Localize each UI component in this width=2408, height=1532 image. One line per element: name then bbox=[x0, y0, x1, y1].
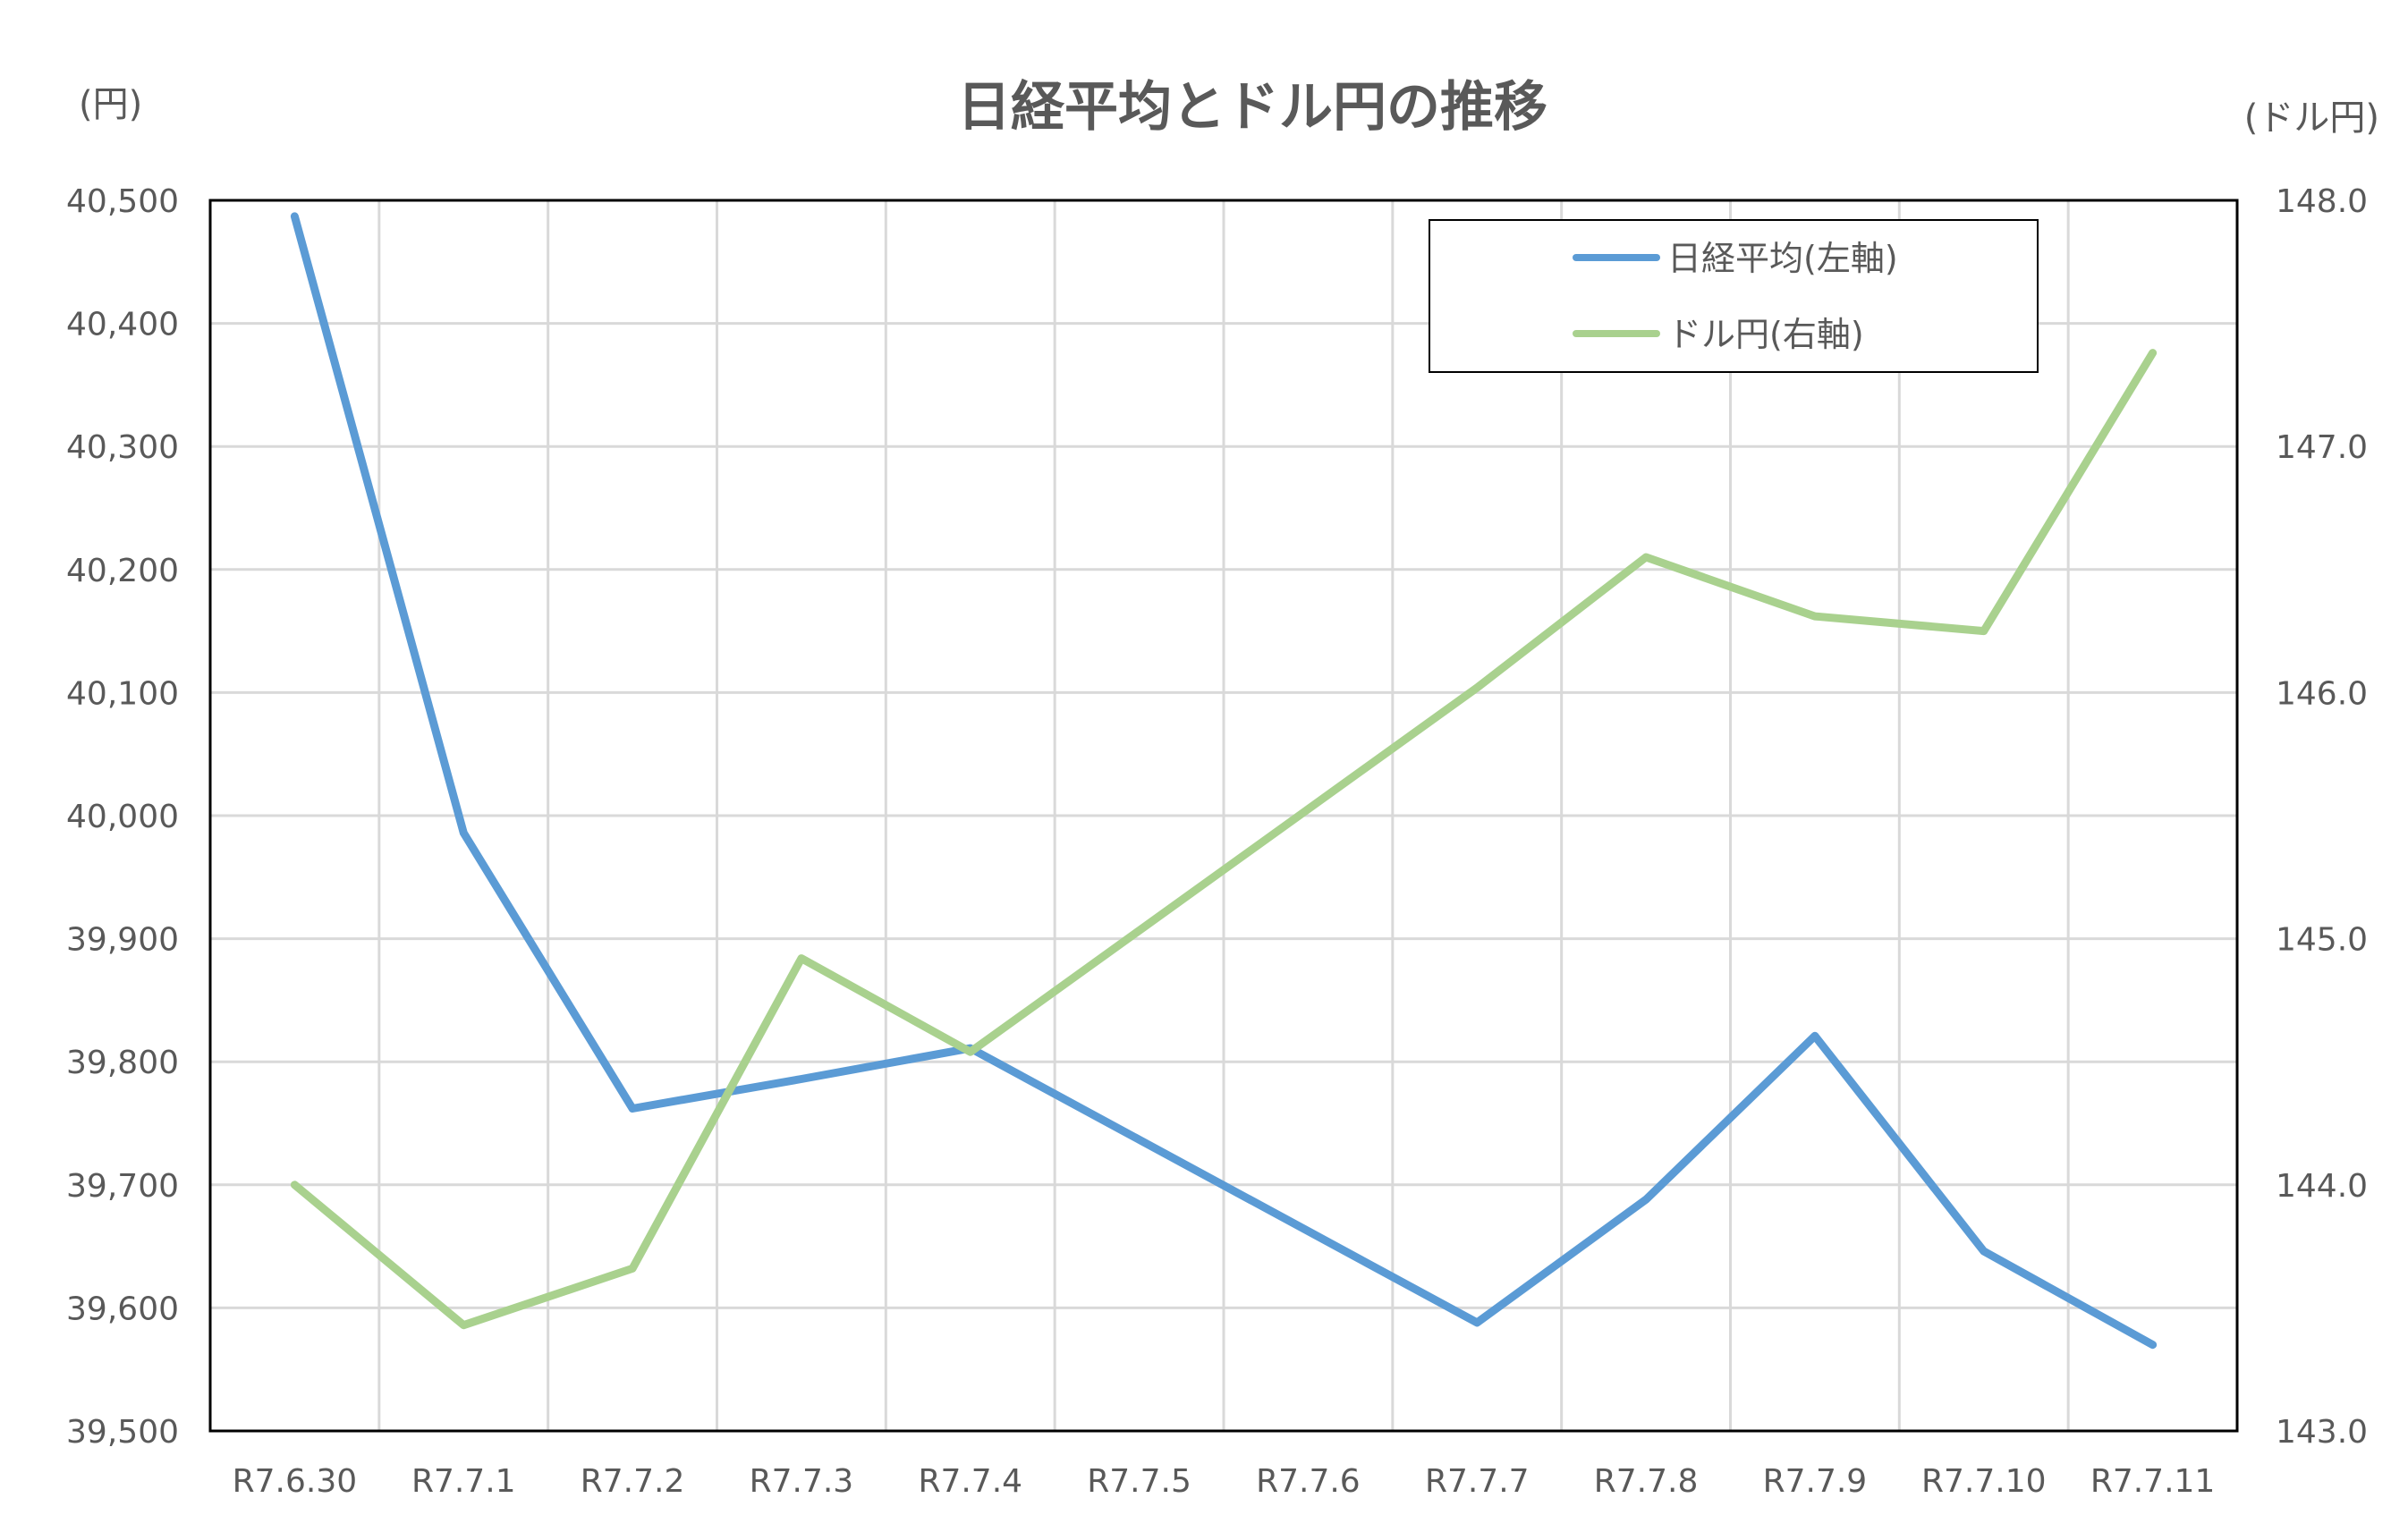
left-tick-label: 40,000 bbox=[66, 799, 179, 835]
left-tick-label: 40,300 bbox=[66, 429, 179, 466]
chart-title: 日経平均とドル円の推移 bbox=[957, 76, 1547, 139]
legend: 日経平均(左軸) ドル円(右軸) bbox=[1429, 219, 2039, 373]
left-tick-label: 40,200 bbox=[66, 553, 179, 589]
right-axis-unit: (ドル円) bbox=[2244, 97, 2379, 139]
series-layer bbox=[290, 212, 2158, 1350]
x-tick-label: R7.7.10 bbox=[1921, 1463, 2047, 1500]
plot-area-border bbox=[208, 199, 2239, 1433]
left-axis-unit: (円) bbox=[79, 84, 142, 125]
x-axis-ticks: R7.6.30 R7.7.1 R7.7.2 R7.7.3 R7.7.4 R7.7.5 R7.… bbox=[233, 1463, 2216, 1500]
legend-label-usdjpy: ドル円(右軸) bbox=[1667, 315, 1864, 354]
legend-label-nikkei: 日経平均(左軸) bbox=[1667, 239, 1898, 278]
left-tick-label: 40,500 bbox=[66, 183, 179, 220]
right-tick-label: 145.0 bbox=[2276, 922, 2368, 959]
x-tick-label: R7.7.7 bbox=[1425, 1463, 1530, 1500]
right-tick-label: 146.0 bbox=[2276, 675, 2368, 712]
left-tick-label: 40,100 bbox=[66, 675, 179, 712]
x-tick-label: R7.7.6 bbox=[1256, 1463, 1361, 1500]
right-tick-label: 147.0 bbox=[2276, 429, 2368, 466]
x-tick-label: R7.7.2 bbox=[581, 1463, 685, 1500]
x-tick-label: R7.7.8 bbox=[1594, 1463, 1699, 1500]
left-tick-label: 39,700 bbox=[66, 1168, 179, 1205]
x-tick-label: R7.7.1 bbox=[411, 1463, 516, 1500]
x-tick-label: R7.6.30 bbox=[233, 1463, 358, 1500]
left-tick-label: 40,400 bbox=[66, 307, 179, 343]
right-tick-label: 143.0 bbox=[2276, 1414, 2368, 1451]
x-tick-label: R7.7.9 bbox=[1763, 1463, 1868, 1500]
series-line-nikkei bbox=[290, 212, 2158, 1350]
right-tick-label: 148.0 bbox=[2276, 183, 2368, 220]
x-tick-label: R7.7.3 bbox=[750, 1463, 854, 1500]
x-tick-label: R7.7.4 bbox=[918, 1463, 1022, 1500]
left-tick-label: 39,900 bbox=[66, 922, 179, 959]
right-tick-label: 144.0 bbox=[2276, 1168, 2368, 1205]
left-tick-label: 39,500 bbox=[66, 1414, 179, 1451]
left-axis-ticks: 39,500 39,600 39,700 39,800 39,900 40,000 40,1… bbox=[66, 183, 179, 1451]
x-tick-label: R7.7.11 bbox=[2090, 1463, 2216, 1500]
left-tick-label: 39,800 bbox=[66, 1045, 179, 1081]
left-tick-label: 39,600 bbox=[66, 1291, 179, 1327]
x-tick-label: R7.7.5 bbox=[1087, 1463, 1191, 1500]
right-axis-ticks: 143.0 144.0 145.0 146.0 147.0 148.0 bbox=[2276, 183, 2368, 1451]
legend-box bbox=[1429, 219, 2039, 373]
series-line-usdjpy bbox=[290, 349, 2158, 1330]
